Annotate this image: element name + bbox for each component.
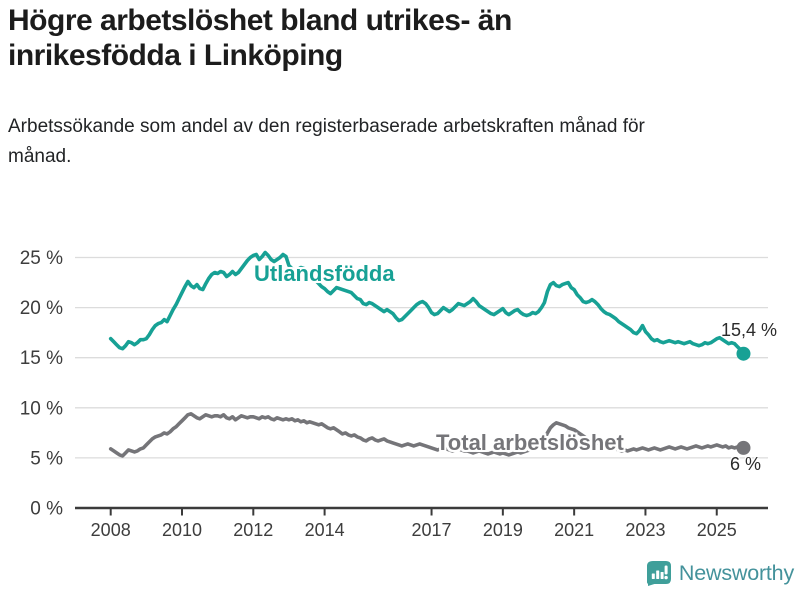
x-tick-label: 2017 xyxy=(412,520,452,540)
newsworthy-brand-text: Newsworthy xyxy=(678,560,794,585)
x-tick-label: 2025 xyxy=(697,520,737,540)
series-label-total-arbetsloshet: Total arbetslöshet xyxy=(436,430,624,455)
y-tick-label: 20 % xyxy=(20,298,63,319)
page-title: Högre arbetslöshet bland utrikes- än inr… xyxy=(8,4,512,72)
x-tick-label: 2008 xyxy=(91,520,131,540)
y-tick-label: 15 % xyxy=(20,348,63,369)
newsworthy-chart-bubble-icon xyxy=(646,561,671,586)
series-label-utlandsfodda: Utlandsfödda xyxy=(254,261,395,286)
newsworthy-logo[interactable]: Newsworthy xyxy=(646,560,794,586)
x-tick-label: 2019 xyxy=(483,520,523,540)
y-tick-label: 0 % xyxy=(30,499,63,520)
end-value-label-utlandsfodda: 15,4 % xyxy=(721,320,778,340)
page-subtitle: Arbetssökande som andel av den registerb… xyxy=(8,116,645,168)
y-tick-label: 10 % xyxy=(20,398,63,419)
x-tick-label: 2014 xyxy=(305,520,345,540)
end-value-label-total: 6 % xyxy=(730,454,762,474)
line-series-utlandsfodda xyxy=(108,250,746,356)
y-tick-label: 5 % xyxy=(30,448,63,469)
x-tick-label: 2021 xyxy=(554,520,594,540)
x-tick-label: 2023 xyxy=(625,520,665,540)
y-tick-label: 25 % xyxy=(20,248,63,269)
x-tick-label: 2012 xyxy=(233,520,273,540)
x-tick-label: 2010 xyxy=(162,520,202,540)
line-series-total xyxy=(108,411,746,458)
end-point-dot-total xyxy=(736,440,751,455)
end-point-dot-utlandsfodda xyxy=(736,346,751,361)
